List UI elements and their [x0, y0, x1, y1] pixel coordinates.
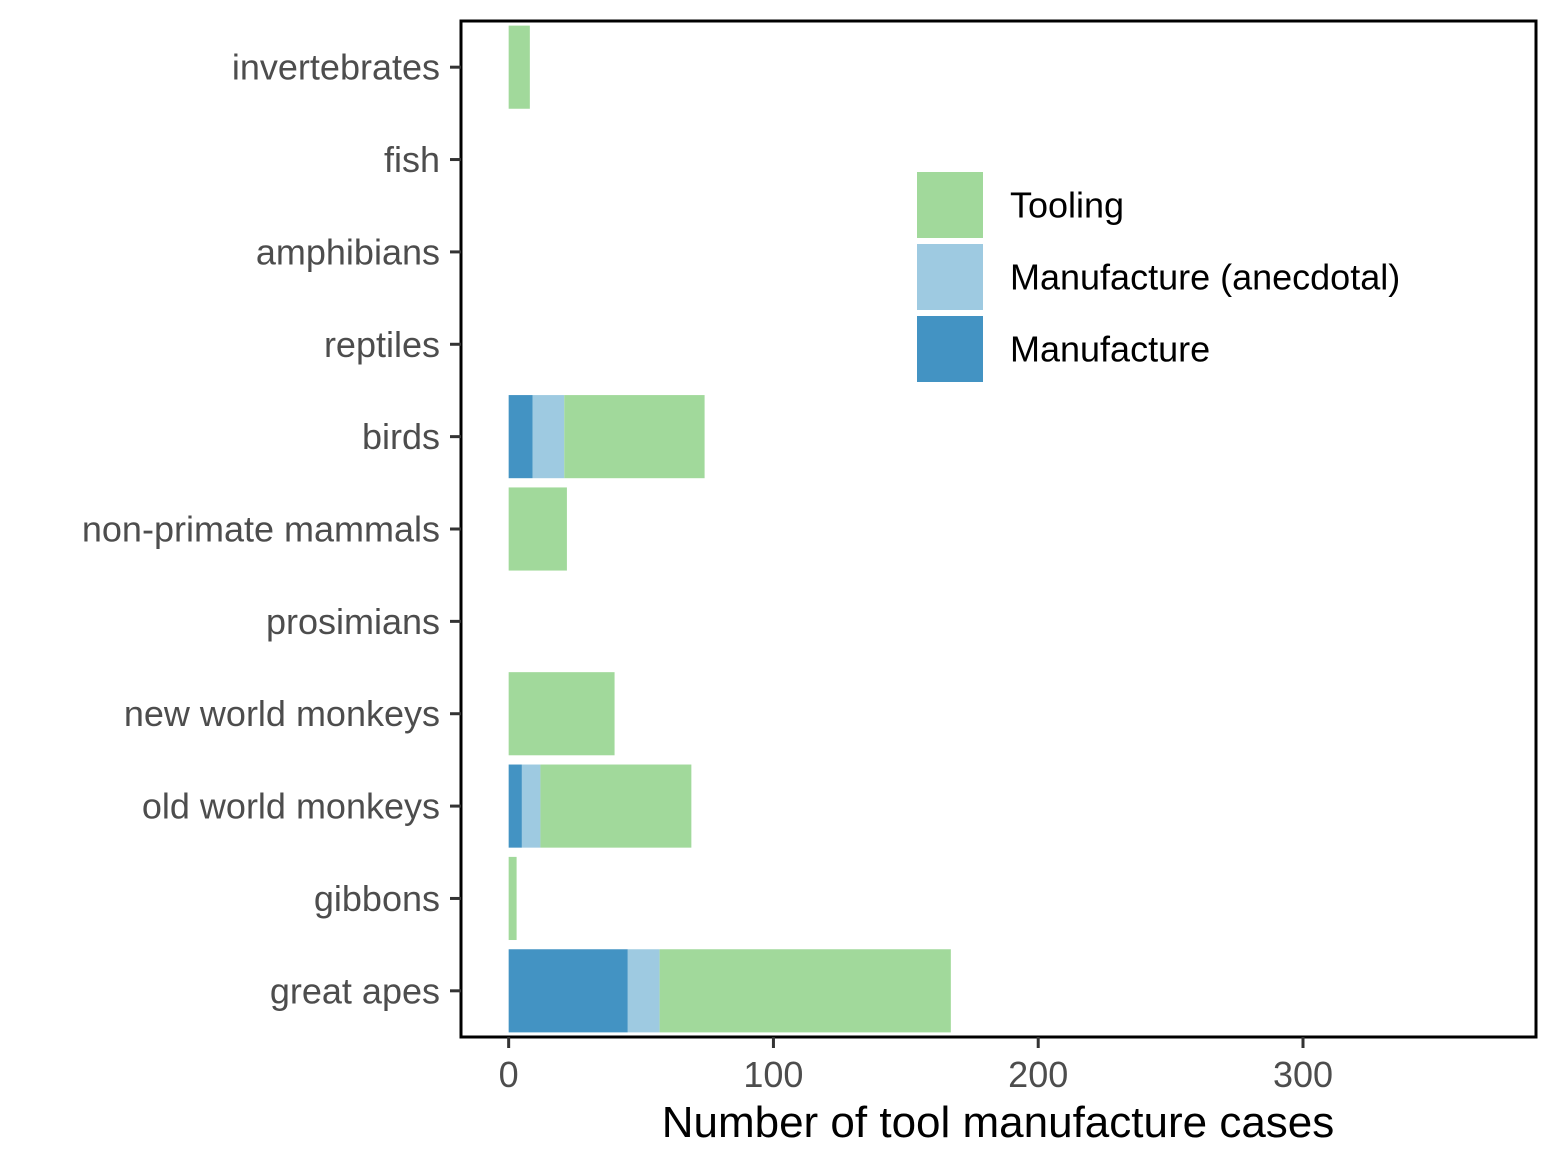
y-tick-label-gibbons: gibbons [314, 878, 440, 919]
x-tick-label-0: 0 [499, 1054, 519, 1095]
legend-label-manufacture-anecdotal: Manufacture (anecdotal) [1010, 257, 1400, 298]
y-tick-label-new-world-monkeys: new world monkeys [124, 693, 440, 734]
bar-invertebrates-tooling [508, 25, 530, 109]
legend-key-manufacture-anecdotal [917, 244, 983, 310]
x-tick-label-300: 300 [1273, 1054, 1333, 1095]
bar-birds-tooling [564, 395, 705, 479]
bar-gibbons-tooling [508, 856, 517, 941]
y-tick-label-great-apes: great apes [270, 970, 440, 1011]
legend-label-tooling: Tooling [1010, 185, 1124, 226]
bar-new-world-monkeys-tooling [508, 672, 615, 756]
bar-birds-manufacture-anecdotal [532, 395, 565, 479]
bar-great-apes-manufacture [508, 949, 628, 1033]
bar-old-world-monkeys-manufacture [508, 764, 522, 848]
legend-key-manufacture [917, 316, 983, 382]
legend-key-tooling [917, 172, 983, 238]
bar-great-apes-manufacture-anecdotal [627, 949, 660, 1033]
y-tick-label-amphibians: amphibians [256, 231, 440, 272]
y-tick-label-reptiles: reptiles [324, 324, 440, 365]
bar-non-primate-mammals-tooling [508, 487, 567, 571]
y-tick-label-prosimians: prosimians [266, 601, 440, 642]
bar-old-world-monkeys-manufacture-anecdotal [521, 764, 541, 848]
y-tick-label-invertebrates: invertebrates [232, 47, 440, 88]
y-tick-label-old-world-monkeys: old world monkeys [142, 786, 440, 827]
y-tick-label-non-primate-mammals: non-primate mammals [82, 509, 440, 550]
x-tick-label-200: 200 [1008, 1054, 1068, 1095]
legend-label-manufacture: Manufacture [1010, 329, 1210, 370]
bar-birds-manufacture [508, 395, 533, 479]
x-axis-title: Number of tool manufacture cases [662, 1098, 1335, 1147]
plot-panel-border [459, 19, 1538, 1039]
y-tick-label-fish: fish [384, 139, 440, 180]
x-tick-label-100: 100 [743, 1054, 803, 1095]
bar-great-apes-tooling [659, 949, 951, 1033]
y-tick-label-birds: birds [362, 416, 440, 457]
bar-old-world-monkeys-tooling [540, 764, 692, 848]
